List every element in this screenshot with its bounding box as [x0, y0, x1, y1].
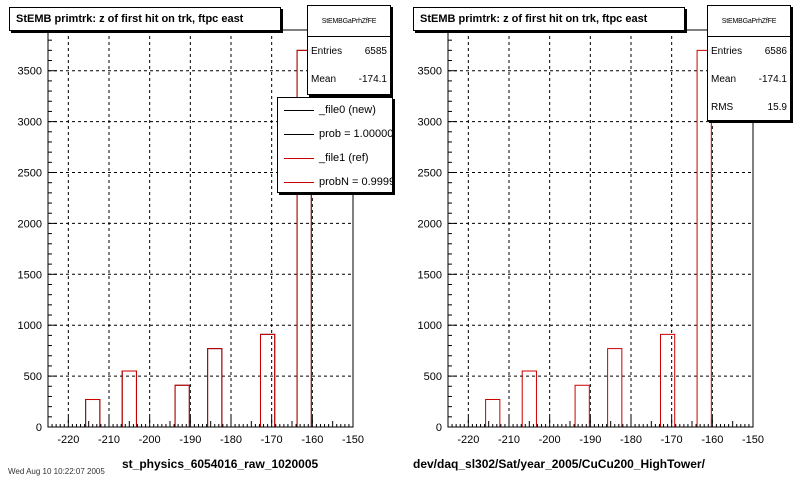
- left-xtick-label-0: -220: [57, 434, 79, 446]
- legend-line-probn: [284, 181, 314, 183]
- left-xtick-label-7: -150: [342, 434, 364, 446]
- right-entries-value: 6586: [764, 45, 787, 57]
- footer-timestamp: Wed Aug 10 10:22:07 2005: [8, 467, 105, 476]
- left-chart-title: StEMB primtrk: z of first hit on trk, ft…: [9, 7, 281, 31]
- left-entries-value: 6585: [364, 45, 387, 57]
- left-ytick-label-6: 3000: [18, 117, 42, 129]
- right-ytick-label-2: 1000: [418, 320, 442, 332]
- legend-text-file1: _file1 (ref): [319, 152, 369, 164]
- left-legend: _file0 (new) prob = 1.000000 _file1 (ref…: [277, 97, 393, 193]
- right-xtick-label-6: -160: [701, 434, 723, 446]
- right-stats-rms-row: RMS 15.9: [708, 93, 790, 121]
- right-ytick-label-5: 2500: [418, 168, 442, 180]
- right-ytick-label-3: 1500: [418, 269, 442, 281]
- left-xtick-label-1: -210: [98, 434, 120, 446]
- right-mean-value: -174.1: [758, 73, 787, 85]
- legend-entry-file1: _file1 (ref): [278, 146, 392, 170]
- left-ytick-label-5: 2500: [18, 168, 42, 180]
- left-entries-label: Entries: [311, 45, 343, 57]
- left-ytick-label-7: 3500: [18, 66, 42, 78]
- left-mean-label: Mean: [311, 73, 337, 85]
- right-x-axis-title: dev/daq_sl302/Sat/year_2005/CuCu200_High…: [413, 457, 705, 471]
- right-xtick-label-5: -170: [661, 434, 683, 446]
- legend-line-prob: [284, 133, 314, 135]
- left-stats-mean-row: Mean -174.1: [308, 65, 390, 93]
- legend-entry-file0: _file0 (new): [278, 98, 392, 122]
- right-xtick-label-0: -220: [457, 434, 479, 446]
- right-rms-label: RMS: [711, 101, 734, 113]
- right-ytick-label-1: 500: [424, 371, 442, 383]
- left-plot-area: [48, 30, 353, 427]
- right-stats-entries-row: Entries 6586: [708, 37, 790, 65]
- right-stats-mean-row: Mean -174.1: [708, 65, 790, 93]
- left-ytick-label-3: 1500: [18, 269, 42, 281]
- right-xtick-label-7: -150: [742, 434, 764, 446]
- left-stats-box: StEMBGaPrhZfFE Entries 6585 Mean -174.1: [307, 5, 391, 95]
- right-ytick-label-7: 3500: [418, 66, 442, 78]
- left-xtick-label-3: -190: [179, 434, 201, 446]
- right-ytick-label-0: 0: [436, 422, 442, 434]
- right-mean-label: Mean: [711, 73, 737, 85]
- right-ytick-label-4: 2000: [418, 218, 442, 230]
- left-xtick-label-4: -180: [220, 434, 242, 446]
- right-plot-area: [448, 30, 753, 427]
- right-entries-label: Entries: [711, 45, 743, 57]
- left-ytick-label-1: 500: [24, 371, 42, 383]
- left-xtick-label-6: -160: [301, 434, 323, 446]
- left-ytick-label-2: 1000: [18, 320, 42, 332]
- legend-entry-prob: prob = 1.000000: [278, 122, 392, 146]
- left-x-axis-title: st_physics_6054016_raw_1020005: [122, 457, 319, 471]
- legend-line-file0: [284, 109, 314, 111]
- legend-text-file0: _file0 (new): [319, 104, 376, 116]
- left-stats-name: StEMBGaPrhZfFE: [308, 6, 390, 37]
- legend-entry-probn: probN = 0.999970: [278, 170, 392, 192]
- right-rms-value: 15.9: [767, 101, 787, 113]
- right-ytick-label-6: 3000: [418, 117, 442, 129]
- left-ytick-label-0: 0: [36, 422, 42, 434]
- left-ytick-label-4: 2000: [18, 218, 42, 230]
- left-mean-value: -174.1: [358, 73, 387, 85]
- right-xtick-label-3: -190: [579, 434, 601, 446]
- right-stats-name: StEMBGaPrhZfFE: [708, 6, 790, 37]
- left-stats-entries-row: Entries 6585: [308, 37, 390, 65]
- right-stats-box: StEMBGaPrhZfFE Entries 6586 Mean -174.1 …: [707, 5, 791, 121]
- legend-line-file1: [284, 157, 314, 159]
- left-xtick-label-2: -200: [139, 434, 161, 446]
- right-xtick-label-2: -200: [539, 434, 561, 446]
- right-xtick-label-4: -180: [620, 434, 642, 446]
- right-chart-title: StEMB primtrk: z of first hit on trk, ft…: [413, 7, 685, 31]
- legend-text-probn: probN = 0.999970: [319, 176, 392, 188]
- right-xtick-label-1: -210: [498, 434, 520, 446]
- legend-text-prob: prob = 1.000000: [319, 128, 393, 140]
- left-xtick-label-5: -170: [261, 434, 283, 446]
